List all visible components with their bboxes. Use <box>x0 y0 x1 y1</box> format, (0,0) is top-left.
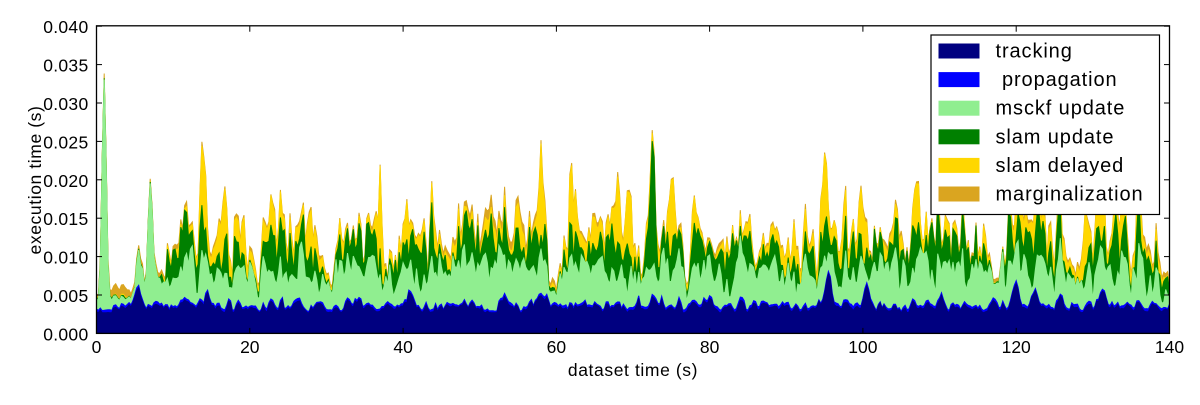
svg-text:propagation: propagation <box>996 69 1118 91</box>
svg-text:0.015: 0.015 <box>43 209 88 229</box>
svg-text:dataset time (s): dataset time (s) <box>568 360 698 380</box>
svg-text:0.005: 0.005 <box>43 286 88 306</box>
svg-text:slam delayed: slam delayed <box>996 155 1125 177</box>
svg-text:0.010: 0.010 <box>43 248 88 268</box>
svg-text:140: 140 <box>1155 337 1184 357</box>
svg-text:0.035: 0.035 <box>43 56 88 76</box>
svg-text:execution time (s): execution time (s) <box>25 106 45 255</box>
svg-text:100: 100 <box>848 337 877 357</box>
svg-text:60: 60 <box>547 337 567 357</box>
svg-text:0: 0 <box>92 337 102 357</box>
svg-text:0.020: 0.020 <box>43 171 88 191</box>
svg-text:slam update: slam update <box>996 126 1115 148</box>
svg-text:20: 20 <box>240 337 260 357</box>
svg-text:80: 80 <box>700 337 720 357</box>
svg-text:40: 40 <box>393 337 413 357</box>
svg-text:marginalization: marginalization <box>996 184 1144 206</box>
svg-text:tracking: tracking <box>996 41 1073 63</box>
svg-text:msckf update: msckf update <box>996 98 1126 120</box>
svg-text:120: 120 <box>1002 337 1031 357</box>
svg-text:0.030: 0.030 <box>43 94 88 114</box>
svg-text:0.025: 0.025 <box>43 132 88 152</box>
svg-text:0.000: 0.000 <box>43 324 88 344</box>
svg-text:0.040: 0.040 <box>43 17 88 37</box>
